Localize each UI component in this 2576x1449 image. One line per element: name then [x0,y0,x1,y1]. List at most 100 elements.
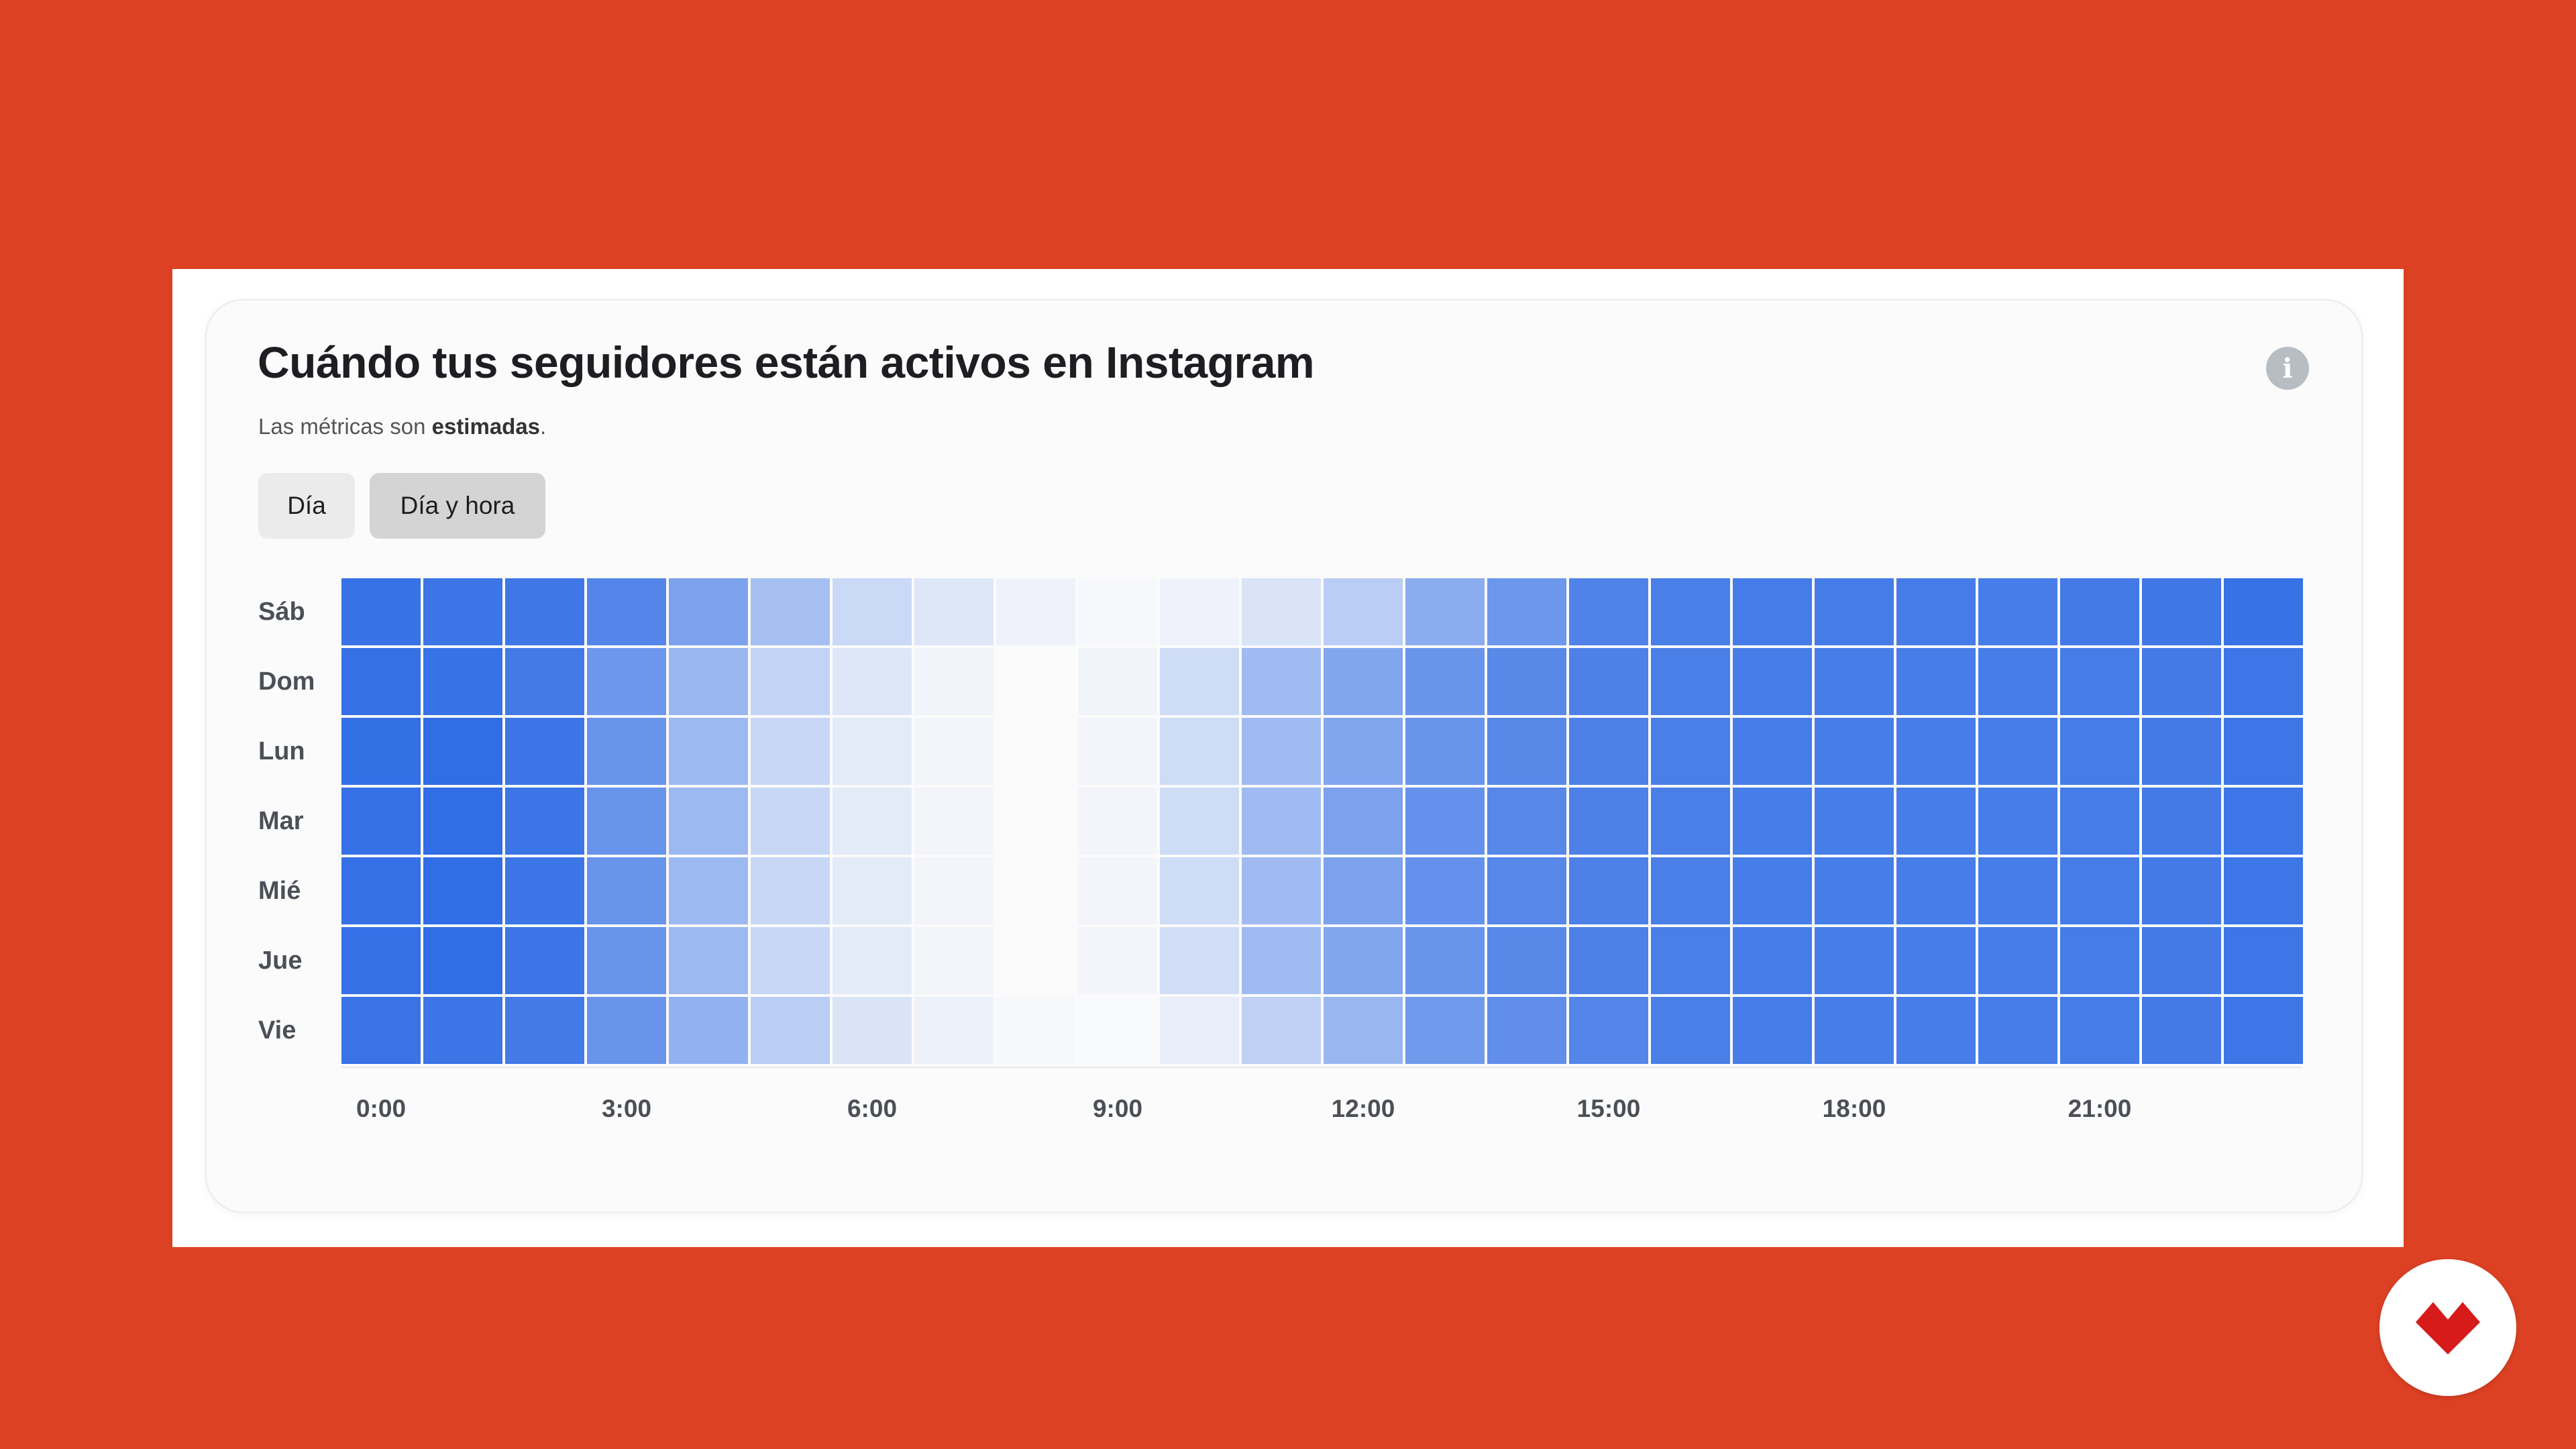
tab-day[interactable]: Día [258,473,355,539]
heatmap-cell[interactable] [2060,927,2139,994]
heatmap-cell[interactable] [1978,857,2057,924]
heatmap-cell[interactable] [1405,788,1485,855]
heatmap-cell[interactable] [587,997,666,1064]
heatmap-cell[interactable] [2142,648,2221,715]
heatmap-cell[interactable] [751,718,830,785]
heatmap-cell[interactable] [914,997,994,1064]
heatmap-cell[interactable] [996,578,1075,645]
heatmap-cell[interactable] [1651,997,1730,1064]
heatmap-cell[interactable] [1160,648,1239,715]
heatmap-cell[interactable] [1487,788,1566,855]
heatmap-cell[interactable] [1242,857,1321,924]
heatmap-cell[interactable] [1569,648,1648,715]
heatmap-cell[interactable] [1733,927,1812,994]
heatmap-cell[interactable] [1324,718,1403,785]
heatmap-cell[interactable] [1978,927,2057,994]
heatmap-cell[interactable] [1242,578,1321,645]
heatmap-cell[interactable] [1733,788,1812,855]
heatmap-cell[interactable] [2142,997,2221,1064]
heatmap-cell[interactable] [751,927,830,994]
tab-day-and-hour[interactable]: Día y hora [370,473,545,539]
heatmap-cell[interactable] [1160,927,1239,994]
heatmap-cell[interactable] [2224,997,2303,1064]
heatmap-cell[interactable] [1978,578,2057,645]
heatmap-cell[interactable] [1978,718,2057,785]
heatmap-cell[interactable] [2060,578,2139,645]
heatmap-cell[interactable] [505,997,584,1064]
heatmap-cell[interactable] [1078,718,1157,785]
heatmap-cell[interactable] [914,927,994,994]
heatmap-cell[interactable] [1733,857,1812,924]
heatmap-cell[interactable] [996,927,1075,994]
heatmap-cell[interactable] [1078,927,1157,994]
heatmap-cell[interactable] [833,927,912,994]
heatmap-cell[interactable] [1405,718,1485,785]
heatmap-cell[interactable] [1405,927,1485,994]
heatmap-cell[interactable] [669,857,748,924]
heatmap-cell[interactable] [1405,578,1485,645]
heatmap-cell[interactable] [833,857,912,924]
heatmap-cell[interactable] [996,997,1075,1064]
heatmap-cell[interactable] [1651,857,1730,924]
heatmap-cell[interactable] [505,578,584,645]
heatmap-cell[interactable] [1815,857,1894,924]
heatmap-cell[interactable] [1487,648,1566,715]
heatmap-cell[interactable] [996,857,1075,924]
heatmap-cell[interactable] [1815,927,1894,994]
heatmap-cell[interactable] [1569,857,1648,924]
heatmap-cell[interactable] [914,578,994,645]
heatmap-cell[interactable] [1078,857,1157,924]
heatmap-cell[interactable] [1324,997,1403,1064]
heatmap-cell[interactable] [996,718,1075,785]
heatmap-cell[interactable] [751,788,830,855]
info-icon[interactable]: i [2266,347,2309,390]
heatmap-cell[interactable] [751,578,830,645]
heatmap-cell[interactable] [1405,997,1485,1064]
heatmap-cell[interactable] [341,927,421,994]
heatmap-cell[interactable] [914,788,994,855]
heatmap-cell[interactable] [423,788,502,855]
heatmap-cell[interactable] [505,788,584,855]
heatmap-cell[interactable] [669,578,748,645]
heatmap-cell[interactable] [2224,788,2303,855]
heatmap-cell[interactable] [1733,578,1812,645]
heatmap-cell[interactable] [751,857,830,924]
heatmap-cell[interactable] [669,718,748,785]
heatmap-cell[interactable] [996,648,1075,715]
heatmap-cell[interactable] [1242,788,1321,855]
heatmap-cell[interactable] [2060,997,2139,1064]
heatmap-cell[interactable] [423,648,502,715]
heatmap-cell[interactable] [1078,788,1157,855]
heatmap-cell[interactable] [1651,927,1730,994]
heatmap-cell[interactable] [669,927,748,994]
heatmap-cell[interactable] [1160,788,1239,855]
heatmap-cell[interactable] [1815,718,1894,785]
heatmap-cell[interactable] [341,648,421,715]
heatmap-cell[interactable] [587,788,666,855]
heatmap-cell[interactable] [669,997,748,1064]
heatmap-cell[interactable] [1487,927,1566,994]
heatmap-cell[interactable] [1651,648,1730,715]
heatmap-cell[interactable] [2060,718,2139,785]
heatmap-cell[interactable] [2142,927,2221,994]
heatmap-cell[interactable] [2142,857,2221,924]
heatmap-cell[interactable] [587,648,666,715]
heatmap-cell[interactable] [1651,788,1730,855]
heatmap-cell[interactable] [1242,997,1321,1064]
heatmap-cell[interactable] [1896,927,1976,994]
heatmap-cell[interactable] [1160,857,1239,924]
heatmap-cell[interactable] [1569,997,1648,1064]
heatmap-cell[interactable] [2224,718,2303,785]
heatmap-cell[interactable] [2224,578,2303,645]
heatmap-cell[interactable] [423,578,502,645]
heatmap-cell[interactable] [587,718,666,785]
heatmap-cell[interactable] [1896,857,1976,924]
heatmap-cell[interactable] [423,997,502,1064]
heatmap-cell[interactable] [1324,788,1403,855]
heatmap-cell[interactable] [1160,718,1239,785]
heatmap-cell[interactable] [1569,788,1648,855]
heatmap-cell[interactable] [1896,648,1976,715]
heatmap-cell[interactable] [587,578,666,645]
heatmap-cell[interactable] [2224,927,2303,994]
heatmap-cell[interactable] [1815,578,1894,645]
